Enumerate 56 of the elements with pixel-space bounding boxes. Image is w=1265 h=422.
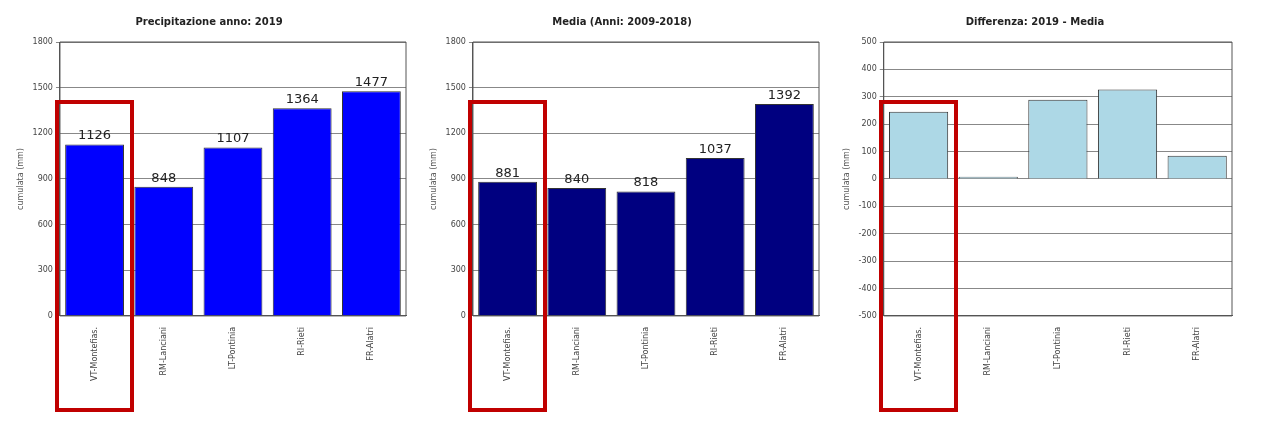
y-axis-title: cumulata (mm) <box>15 148 25 210</box>
y-tick-label: 600 <box>37 219 53 229</box>
x-tick-label: FR-Alatri <box>1192 326 1202 361</box>
y-tick-label: -200 <box>858 228 877 238</box>
data-label: 1037 <box>698 140 732 156</box>
y-tick-label: -100 <box>858 201 877 211</box>
x-tick-label: FR-Alatri <box>779 326 789 361</box>
data-label: 848 <box>151 169 177 185</box>
y-tick-label: 200 <box>861 119 877 129</box>
x-tick-label: LT-Pontinia <box>1052 326 1062 370</box>
x-tick-label: LT-Pontinia <box>228 326 238 370</box>
x-tick-label: RI-Rieti <box>1122 326 1132 356</box>
y-tick-label: 300 <box>861 91 877 101</box>
y-tick-label: 600 <box>450 219 466 229</box>
x-tick-label: LT-Pontinia <box>641 326 651 370</box>
x-tick-label: RI-Rieti <box>710 326 720 356</box>
data-label: 1392 <box>767 86 801 102</box>
y-tick-label: 900 <box>37 174 53 184</box>
y-tick-label: 100 <box>861 146 877 156</box>
data-label: 818 <box>633 174 659 190</box>
x-tick-label: RM-Lanciani <box>158 326 168 376</box>
y-axis-title: cumulata (mm) <box>428 148 438 210</box>
x-tick-label: VT-Montefias. <box>89 326 99 381</box>
y-tick-label: 400 <box>861 64 877 74</box>
data-label: 1477 <box>354 74 388 90</box>
y-tick-label: 1800 <box>32 37 53 47</box>
x-tick-label: RM-Lanciani <box>571 326 581 376</box>
x-tick-label: RI-Rieti <box>297 326 307 356</box>
x-tick-label: RM-Lanciani <box>983 326 993 376</box>
y-axis-title: cumulata (mm) <box>841 148 851 210</box>
y-tick-label: 0 <box>871 174 877 184</box>
y-tick-label: 1800 <box>445 37 466 47</box>
y-tick-label: 1500 <box>445 82 466 92</box>
y-tick-label: 0 <box>460 310 466 320</box>
y-tick-label: 1200 <box>445 128 466 138</box>
data-label: 1364 <box>285 91 319 107</box>
data-label: 1107 <box>216 130 250 146</box>
y-tick-label: 300 <box>37 265 53 275</box>
y-tick-label: 500 <box>861 37 877 47</box>
y-tick-label: 1500 <box>32 82 53 92</box>
x-tick-label: VT-Montefias. <box>913 326 923 381</box>
y-tick-label: -500 <box>858 310 877 320</box>
chart-title: Media (Anni: 2009-2018) <box>552 15 692 27</box>
chart-title: Differenza: 2019 - Media <box>965 15 1105 27</box>
y-tick-label: -400 <box>858 283 877 293</box>
y-tick-label: 300 <box>450 265 466 275</box>
chart-title: Precipitazione anno: 2019 <box>135 15 283 27</box>
y-tick-label: -300 <box>858 256 877 266</box>
y-tick-label: 0 <box>47 310 53 320</box>
x-tick-label: FR-Alatri <box>366 326 376 361</box>
data-label: 1126 <box>78 127 112 143</box>
y-tick-label: 1200 <box>32 128 53 138</box>
x-tick-label: VT-Montefias. <box>502 326 512 381</box>
data-label: 840 <box>564 170 590 186</box>
data-label: 881 <box>495 164 520 180</box>
y-tick-label: 900 <box>450 174 466 184</box>
